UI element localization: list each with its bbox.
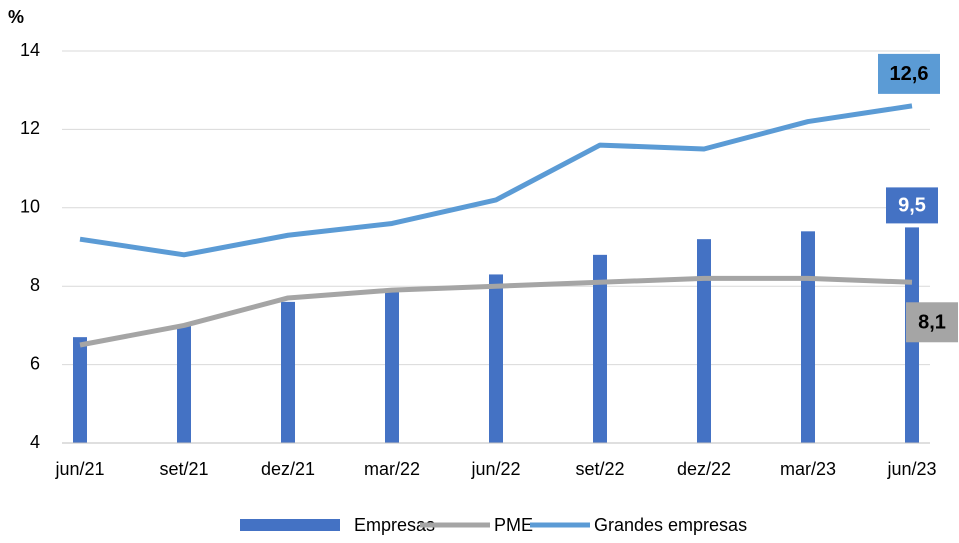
x-tick-label: dez/22 — [677, 459, 731, 479]
line — [79, 275, 913, 348]
bar — [593, 254, 607, 443]
legend-swatch — [240, 519, 340, 531]
x-tick-label: mar/22 — [364, 459, 420, 479]
legend-label: Empresas — [354, 515, 435, 535]
data-label-box — [886, 187, 938, 224]
x-tick-label: jun/22 — [470, 459, 520, 479]
x-tick-label: jun/21 — [54, 459, 104, 479]
y-tick-label: 6 — [30, 353, 40, 373]
x-tick-label: set/21 — [159, 459, 208, 479]
y-tick-label: 4 — [30, 432, 40, 452]
bar — [489, 274, 503, 443]
y-unit: % — [8, 7, 24, 27]
x-tick-label: jun/23 — [886, 459, 936, 479]
data-label-box — [878, 53, 940, 94]
legend-label: PME — [494, 515, 533, 535]
bar — [73, 337, 87, 443]
y-tick-label: 10 — [20, 197, 40, 217]
y-tick-label: 8 — [30, 275, 40, 295]
data-label: 12,6 — [890, 63, 929, 85]
bar — [385, 290, 399, 443]
x-tick-label: dez/21 — [261, 459, 315, 479]
data-label-box — [906, 302, 958, 343]
data-label: 8,1 — [918, 312, 946, 334]
y-tick-label: 14 — [20, 40, 40, 60]
bar — [697, 239, 711, 443]
line — [79, 103, 913, 258]
bar — [801, 231, 815, 443]
x-tick-label: mar/23 — [780, 459, 836, 479]
bar — [177, 325, 191, 443]
bar — [281, 301, 295, 443]
x-tick-label: set/22 — [575, 459, 624, 479]
data-label: 9,5 — [898, 195, 926, 217]
legend-label: Grandes empresas — [594, 515, 747, 535]
y-tick-label: 12 — [20, 118, 40, 138]
